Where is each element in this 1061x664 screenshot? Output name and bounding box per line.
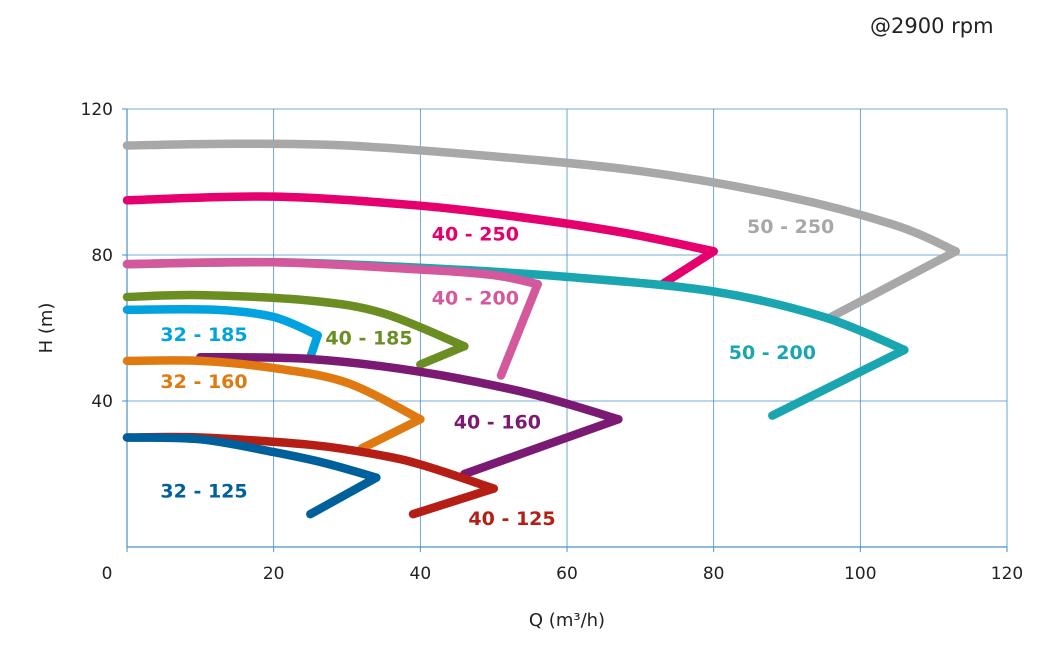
- series-32-125: [122, 433, 381, 519]
- series-40-160: [196, 352, 623, 479]
- series-line-tail: [416, 342, 469, 369]
- series-32-185: [122, 304, 322, 362]
- series-line: [122, 304, 322, 340]
- series-line: [122, 356, 425, 424]
- series-line-tail: [826, 247, 960, 322]
- x-tick-label: 100: [844, 564, 876, 584]
- y-tick-label: 80: [91, 246, 113, 266]
- series-label: 32 - 160: [160, 371, 247, 393]
- series-line: [122, 433, 381, 482]
- x-tick-label: 120: [991, 564, 1023, 584]
- series-labels: 50 - 250 40 - 250 50 - 200 40 - 200 40 - 185…: [160, 216, 834, 530]
- x-tick-label: 20: [263, 564, 285, 584]
- series-line-tail: [408, 484, 498, 519]
- x-tick-label: 80: [703, 564, 725, 584]
- series-40-200: [122, 257, 542, 380]
- series-line-tail: [768, 345, 909, 420]
- x-tick-label: 0: [102, 564, 113, 584]
- series-label: 40 - 160: [454, 411, 541, 433]
- series-line-tail: [658, 247, 718, 289]
- y-tick-label: 120: [81, 100, 113, 120]
- y-axis-title: H (m): [36, 303, 57, 354]
- series-label: 32 - 125: [160, 481, 247, 503]
- series-line-tail: [306, 331, 322, 362]
- series-40-185: [122, 290, 469, 369]
- y-tick-label: 40: [91, 392, 113, 412]
- x-tick-label: 60: [556, 564, 578, 584]
- series-label: 32 - 185: [160, 324, 247, 346]
- series-label: 40 - 185: [325, 327, 412, 349]
- series-label: 50 - 200: [729, 342, 816, 364]
- series-line: [122, 139, 960, 256]
- x-tick-label: 40: [410, 564, 432, 584]
- series-32-160: [122, 356, 425, 453]
- x-tick-labels: 0 20 40 60 80 100 120: [102, 564, 1024, 584]
- series-line-tail: [357, 415, 425, 453]
- speed-note: @2900 rpm: [870, 14, 994, 38]
- series-label: 50 - 250: [747, 216, 834, 238]
- grid: [127, 108, 1008, 547]
- x-axis-title: Q (m³/h): [529, 610, 605, 631]
- series-label: 40 - 200: [432, 287, 519, 309]
- y-tick-labels: 40 80 120: [81, 100, 113, 412]
- series-line-tail: [306, 473, 381, 519]
- series-label: 40 - 125: [468, 508, 555, 530]
- series-line: [122, 192, 718, 256]
- series-50-250: [122, 139, 960, 322]
- series-lines: [122, 139, 960, 519]
- series-40-250: [122, 192, 718, 289]
- series-line: [122, 290, 469, 351]
- axes: [122, 108, 1008, 552]
- series-line-tail: [460, 415, 623, 479]
- series-label: 40 - 250: [432, 223, 519, 245]
- series-line-tail: [496, 279, 542, 380]
- series-line: [122, 257, 542, 289]
- series-line: [196, 352, 623, 424]
